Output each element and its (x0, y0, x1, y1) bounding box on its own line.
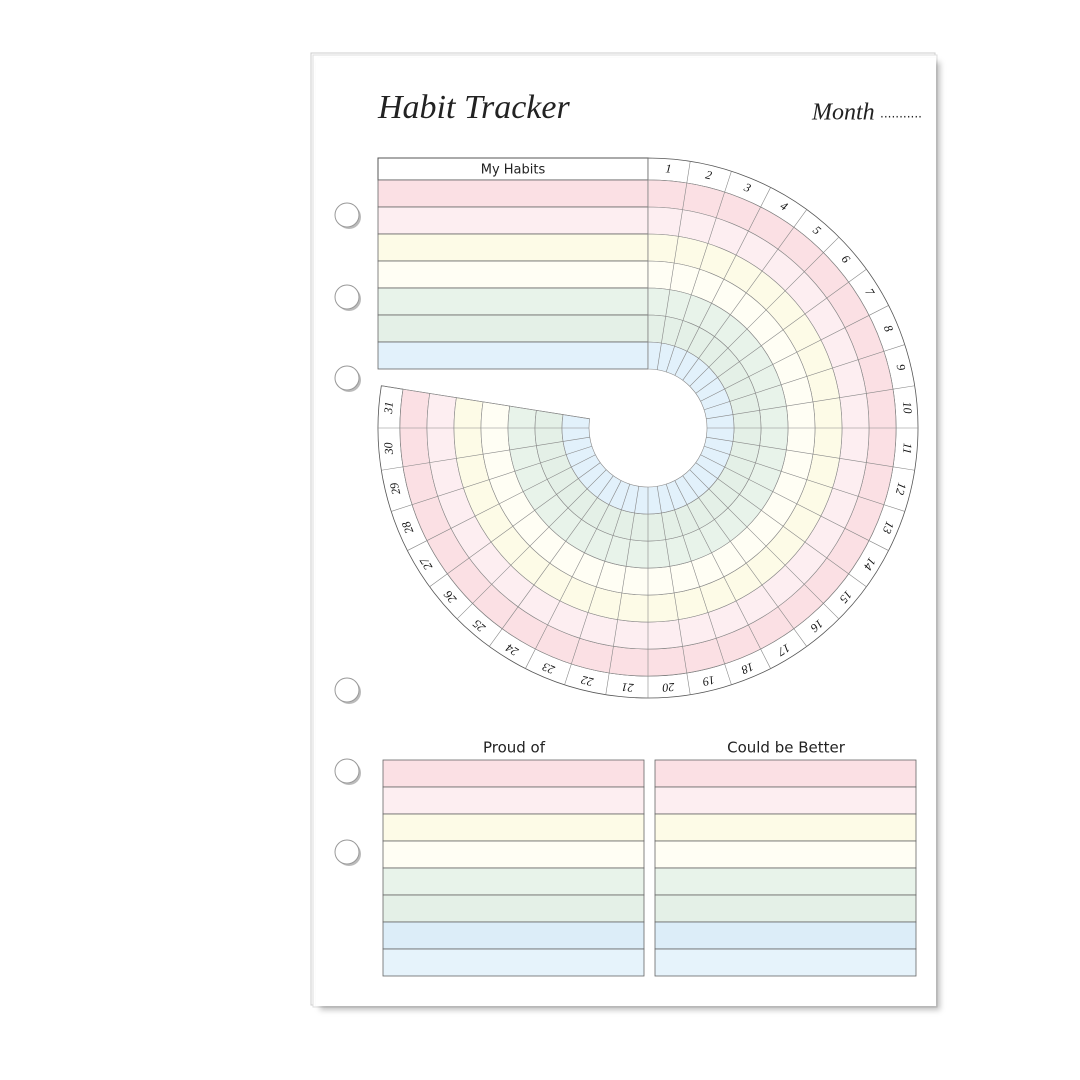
day-divider (700, 305, 889, 402)
day-number: 1 (665, 161, 672, 175)
habit-row (377, 206, 649, 235)
day-number: 22 (580, 673, 595, 689)
habit-row (377, 287, 649, 316)
reflection-row (654, 948, 917, 977)
day-divider (381, 436, 590, 471)
day-number: 13 (880, 519, 898, 535)
day-divider (674, 187, 771, 376)
reflection-row (654, 894, 917, 923)
day-divider (689, 469, 840, 620)
title: Habit Tracker (377, 89, 570, 126)
day-number: 19 (701, 673, 716, 689)
reflection-row (654, 759, 917, 788)
reflection-row (382, 921, 645, 950)
day-divider (695, 462, 867, 587)
day-divider (665, 171, 732, 372)
habits-table: My Habits (377, 157, 649, 370)
day-divider (695, 269, 867, 394)
habit-row (377, 179, 649, 208)
reflection-row (382, 786, 645, 815)
reflection-row (382, 948, 645, 977)
reflection-row (654, 840, 917, 869)
day-divider (700, 454, 889, 551)
day-number: 31 (381, 401, 396, 415)
proud-title: Proud of (483, 739, 546, 757)
day-number: 8 (881, 323, 896, 334)
day-divider (489, 475, 614, 647)
day-number: 18 (739, 660, 755, 678)
reflection-tables (382, 759, 917, 977)
day-divider (704, 344, 905, 411)
habits-header: My Habits (481, 163, 546, 178)
reflection-row (654, 813, 917, 842)
habit-row (377, 341, 649, 370)
hole (334, 284, 360, 310)
day-divider (706, 436, 915, 471)
month-label: Month (811, 100, 875, 126)
hole (334, 202, 360, 228)
day-divider (704, 445, 905, 512)
day-divider (656, 161, 691, 370)
hole (334, 839, 360, 865)
hole (334, 758, 360, 784)
day-divider (605, 486, 640, 695)
day-divider (674, 480, 771, 669)
day-divider (682, 475, 807, 647)
habit-wheel: 1 234567891011121314151617181920212223242… (377, 157, 919, 699)
reflection-row (382, 867, 645, 896)
day-number: 28 (399, 519, 417, 535)
reflection-row (654, 921, 917, 950)
day-divider (689, 236, 840, 387)
day-divider (456, 469, 607, 620)
day-divider (706, 385, 915, 420)
day-divider (682, 209, 807, 381)
hole (334, 677, 360, 703)
habit-row (377, 314, 649, 343)
reflection-row (382, 813, 645, 842)
reflection-row (654, 786, 917, 815)
month-blank: ........... (880, 107, 922, 121)
day-number: 9 (894, 363, 909, 372)
day-divider (656, 486, 691, 695)
day-divider (381, 385, 590, 420)
day-number: 12 (893, 481, 909, 496)
reflection-row (382, 894, 645, 923)
reflection-row (654, 867, 917, 896)
day-number: 30 (381, 442, 396, 456)
day-divider (391, 445, 592, 512)
day-number: 20 (662, 680, 675, 695)
hole (334, 365, 360, 391)
day-number: 3 (741, 180, 753, 196)
reflection-row (382, 840, 645, 869)
day-number: 29 (387, 481, 403, 496)
day-divider (665, 484, 732, 685)
day-number: 2 (704, 167, 713, 182)
better-title: Could be Better (727, 739, 846, 757)
day-number: 23 (540, 660, 556, 678)
day-number: 10 (900, 401, 915, 414)
day-number: 11 (900, 442, 915, 454)
day-divider (429, 462, 601, 587)
punch-holes (334, 202, 361, 866)
day-number: 21 (621, 680, 634, 695)
habit-row (377, 260, 649, 289)
habit-row (377, 233, 649, 262)
day-divider (525, 480, 622, 669)
day-divider (564, 484, 631, 685)
reflection-row (382, 759, 645, 788)
day-divider (407, 454, 596, 551)
